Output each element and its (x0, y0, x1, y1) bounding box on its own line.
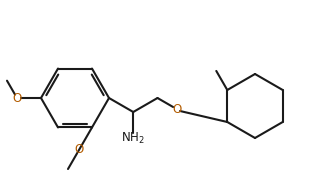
Text: O: O (172, 102, 181, 116)
Text: NH$_2$: NH$_2$ (121, 130, 145, 146)
Text: O: O (12, 92, 22, 105)
Text: O: O (74, 143, 84, 156)
